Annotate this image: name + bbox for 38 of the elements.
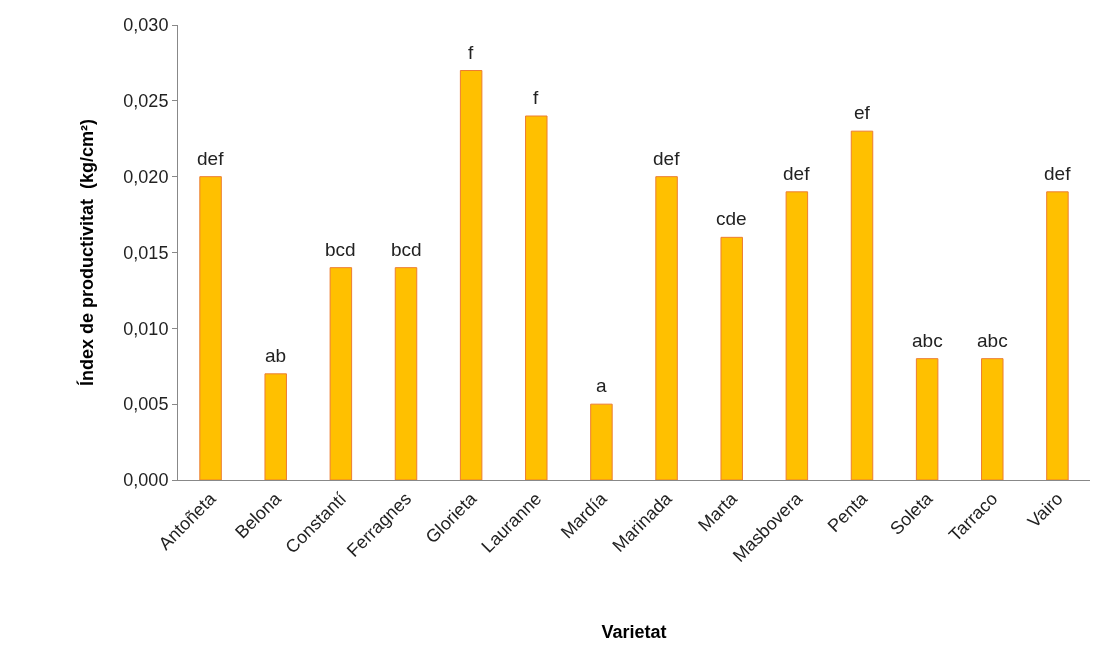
annotation: def — [653, 148, 681, 169]
bar — [981, 358, 1004, 480]
annotation: bcd — [325, 239, 356, 260]
y-tick-label: 0,015 — [123, 242, 169, 263]
bar — [199, 176, 222, 480]
y-tick-label: 0,020 — [123, 166, 169, 187]
bar — [459, 70, 483, 480]
y-tick-label: 0,030 — [123, 15, 169, 36]
y-axis-title: Índex de productivitat (kg/cm²) — [75, 118, 97, 387]
bar — [785, 191, 809, 480]
annotation: abc — [977, 330, 1008, 351]
bar — [1046, 191, 1069, 480]
y-tick-label: 0,025 — [123, 91, 169, 112]
annotation: abc — [912, 330, 943, 351]
bar — [720, 236, 743, 480]
bar — [915, 358, 939, 480]
bar — [525, 115, 548, 480]
annotation: a — [596, 375, 607, 396]
annotation: f — [533, 87, 539, 108]
annotation: bcd — [391, 239, 422, 260]
annotation: def — [197, 148, 225, 169]
bar — [329, 267, 353, 480]
bar — [264, 373, 287, 480]
bar — [655, 176, 678, 480]
annotation: cde — [716, 208, 747, 229]
y-tick-label: 0,010 — [123, 318, 169, 339]
bar — [394, 267, 418, 480]
annotation: def — [783, 163, 811, 184]
annotation: f — [468, 42, 474, 63]
annotation: ef — [854, 102, 871, 123]
x-axis-title: Varietat — [601, 621, 667, 642]
bar — [590, 403, 613, 480]
y-tick-label: 0,005 — [123, 394, 169, 415]
bar — [850, 130, 874, 480]
annotation: def — [1044, 163, 1072, 184]
annotation: ab — [265, 345, 287, 366]
y-tick-label: 0,000 — [123, 470, 169, 491]
x-tick-label: Vairo — [1023, 488, 1067, 532]
